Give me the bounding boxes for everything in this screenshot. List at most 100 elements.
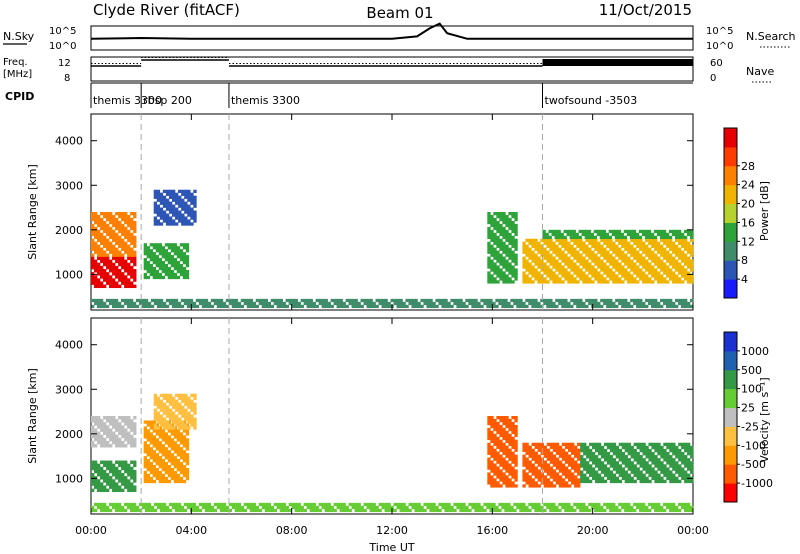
heatmap-cell — [681, 476, 685, 481]
heatmap-cell — [97, 262, 101, 267]
heatmap-cell — [174, 502, 179, 507]
heatmap-cell — [540, 250, 544, 254]
heatmap-cell — [133, 269, 137, 273]
heatmap-cell — [617, 235, 622, 240]
heatmap-cell — [276, 298, 280, 303]
heatmap-cell — [348, 502, 352, 507]
heatmap-cell — [499, 247, 503, 251]
heatmap-cell — [190, 222, 194, 226]
heatmap-cell — [231, 304, 236, 309]
heatmap-cell — [490, 217, 494, 222]
heatmap-cell — [534, 238, 538, 242]
heatmap-cell — [184, 393, 188, 397]
heatmap-cell — [444, 502, 448, 507]
heatmap-cell — [143, 459, 147, 463]
heatmap-cell — [161, 246, 166, 250]
heatmap-cell — [511, 460, 515, 464]
heatmap-cell — [189, 505, 194, 510]
heatmap-cell — [399, 508, 403, 513]
heatmap-cell — [681, 256, 685, 260]
heatmap-cell — [669, 268, 673, 272]
freq-label-2: [MHz] — [3, 69, 32, 80]
heatmap-cell — [669, 464, 673, 468]
heatmap-cell — [487, 259, 491, 263]
heatmap-cell — [121, 463, 125, 468]
heatmap-cell — [180, 304, 185, 309]
heatmap-cell — [456, 298, 460, 303]
heatmap-cell — [126, 304, 131, 309]
heatmap-cell — [663, 262, 667, 266]
heatmap-cell — [555, 280, 559, 284]
heatmap-cell — [586, 476, 590, 481]
heatmap-cell — [505, 484, 509, 488]
heatmap-cell — [567, 469, 572, 473]
colorbar-tick-label: 20 — [741, 198, 755, 211]
heatmap-cell — [681, 265, 685, 269]
heatmap-cell — [505, 262, 509, 266]
heatmap-cell — [660, 448, 664, 453]
heatmap-cell — [612, 259, 616, 263]
heatmap-cell — [183, 508, 188, 513]
heatmap-cell — [496, 223, 500, 228]
heatmap-cell — [100, 428, 104, 432]
heatmap-cell — [158, 479, 163, 484]
heatmap-cell — [672, 271, 676, 275]
heatmap-cell — [161, 465, 166, 469]
colorbar-swatch — [724, 184, 737, 205]
heatmap-cell — [599, 232, 603, 237]
heatmap-cell — [657, 505, 661, 510]
heatmap-cell — [597, 301, 601, 306]
heatmap-cell — [675, 451, 679, 456]
heatmap-cell — [321, 304, 325, 309]
heatmap-cell — [672, 280, 676, 284]
heatmap-cell — [493, 280, 497, 284]
heatmap-cell — [184, 414, 188, 418]
heatmap-cell — [108, 298, 113, 303]
heatmap-cell — [496, 280, 500, 284]
heatmap-cell — [638, 229, 643, 234]
heatmap-cell — [354, 301, 358, 306]
heatmap-cell — [178, 426, 182, 430]
heatmap-cell — [105, 505, 110, 510]
heatmap-cell — [156, 505, 161, 510]
heatmap-cell — [630, 250, 634, 254]
heatmap-cell — [660, 455, 664, 459]
heatmap-cell — [666, 301, 670, 306]
heatmap-cell — [96, 301, 101, 306]
heatmap-cell — [487, 416, 491, 420]
heatmap-cell — [91, 217, 95, 222]
heatmap-cell — [645, 467, 649, 471]
heatmap-cell — [175, 405, 179, 409]
heatmap-cell — [94, 259, 98, 264]
heatmap-cell — [603, 451, 608, 456]
heatmap-cell — [193, 195, 197, 199]
heatmap-cell — [554, 232, 558, 237]
heatmap-cell — [663, 247, 667, 251]
heatmap-cell — [594, 473, 599, 477]
heatmap-cell — [109, 220, 113, 225]
heatmap-cell — [97, 419, 101, 423]
heatmap-cell — [124, 444, 128, 448]
heatmap-cell — [493, 247, 497, 251]
heatmap-cell — [133, 241, 137, 245]
heatmap-cell — [577, 448, 581, 452]
heatmap-cell — [561, 454, 566, 458]
heatmap-cell — [173, 444, 178, 448]
heatmap-cell — [505, 220, 509, 225]
heatmap-cell — [621, 265, 625, 269]
heatmap-cell — [514, 259, 518, 263]
heatmap-cell — [103, 244, 107, 248]
heatmap-cell — [672, 250, 676, 254]
heatmap-cell — [687, 508, 691, 513]
heatmap-cell — [127, 220, 131, 225]
heatmap-cell — [620, 235, 625, 240]
heatmap-cell — [118, 476, 122, 480]
heatmap-cell — [195, 508, 200, 513]
heatmap-cell — [158, 435, 163, 439]
heatmap-cell — [495, 304, 499, 309]
heatmap-cell — [583, 461, 587, 465]
heatmap-cell — [663, 473, 667, 477]
heatmap-cell — [567, 250, 571, 254]
heatmap-cell — [462, 502, 466, 507]
